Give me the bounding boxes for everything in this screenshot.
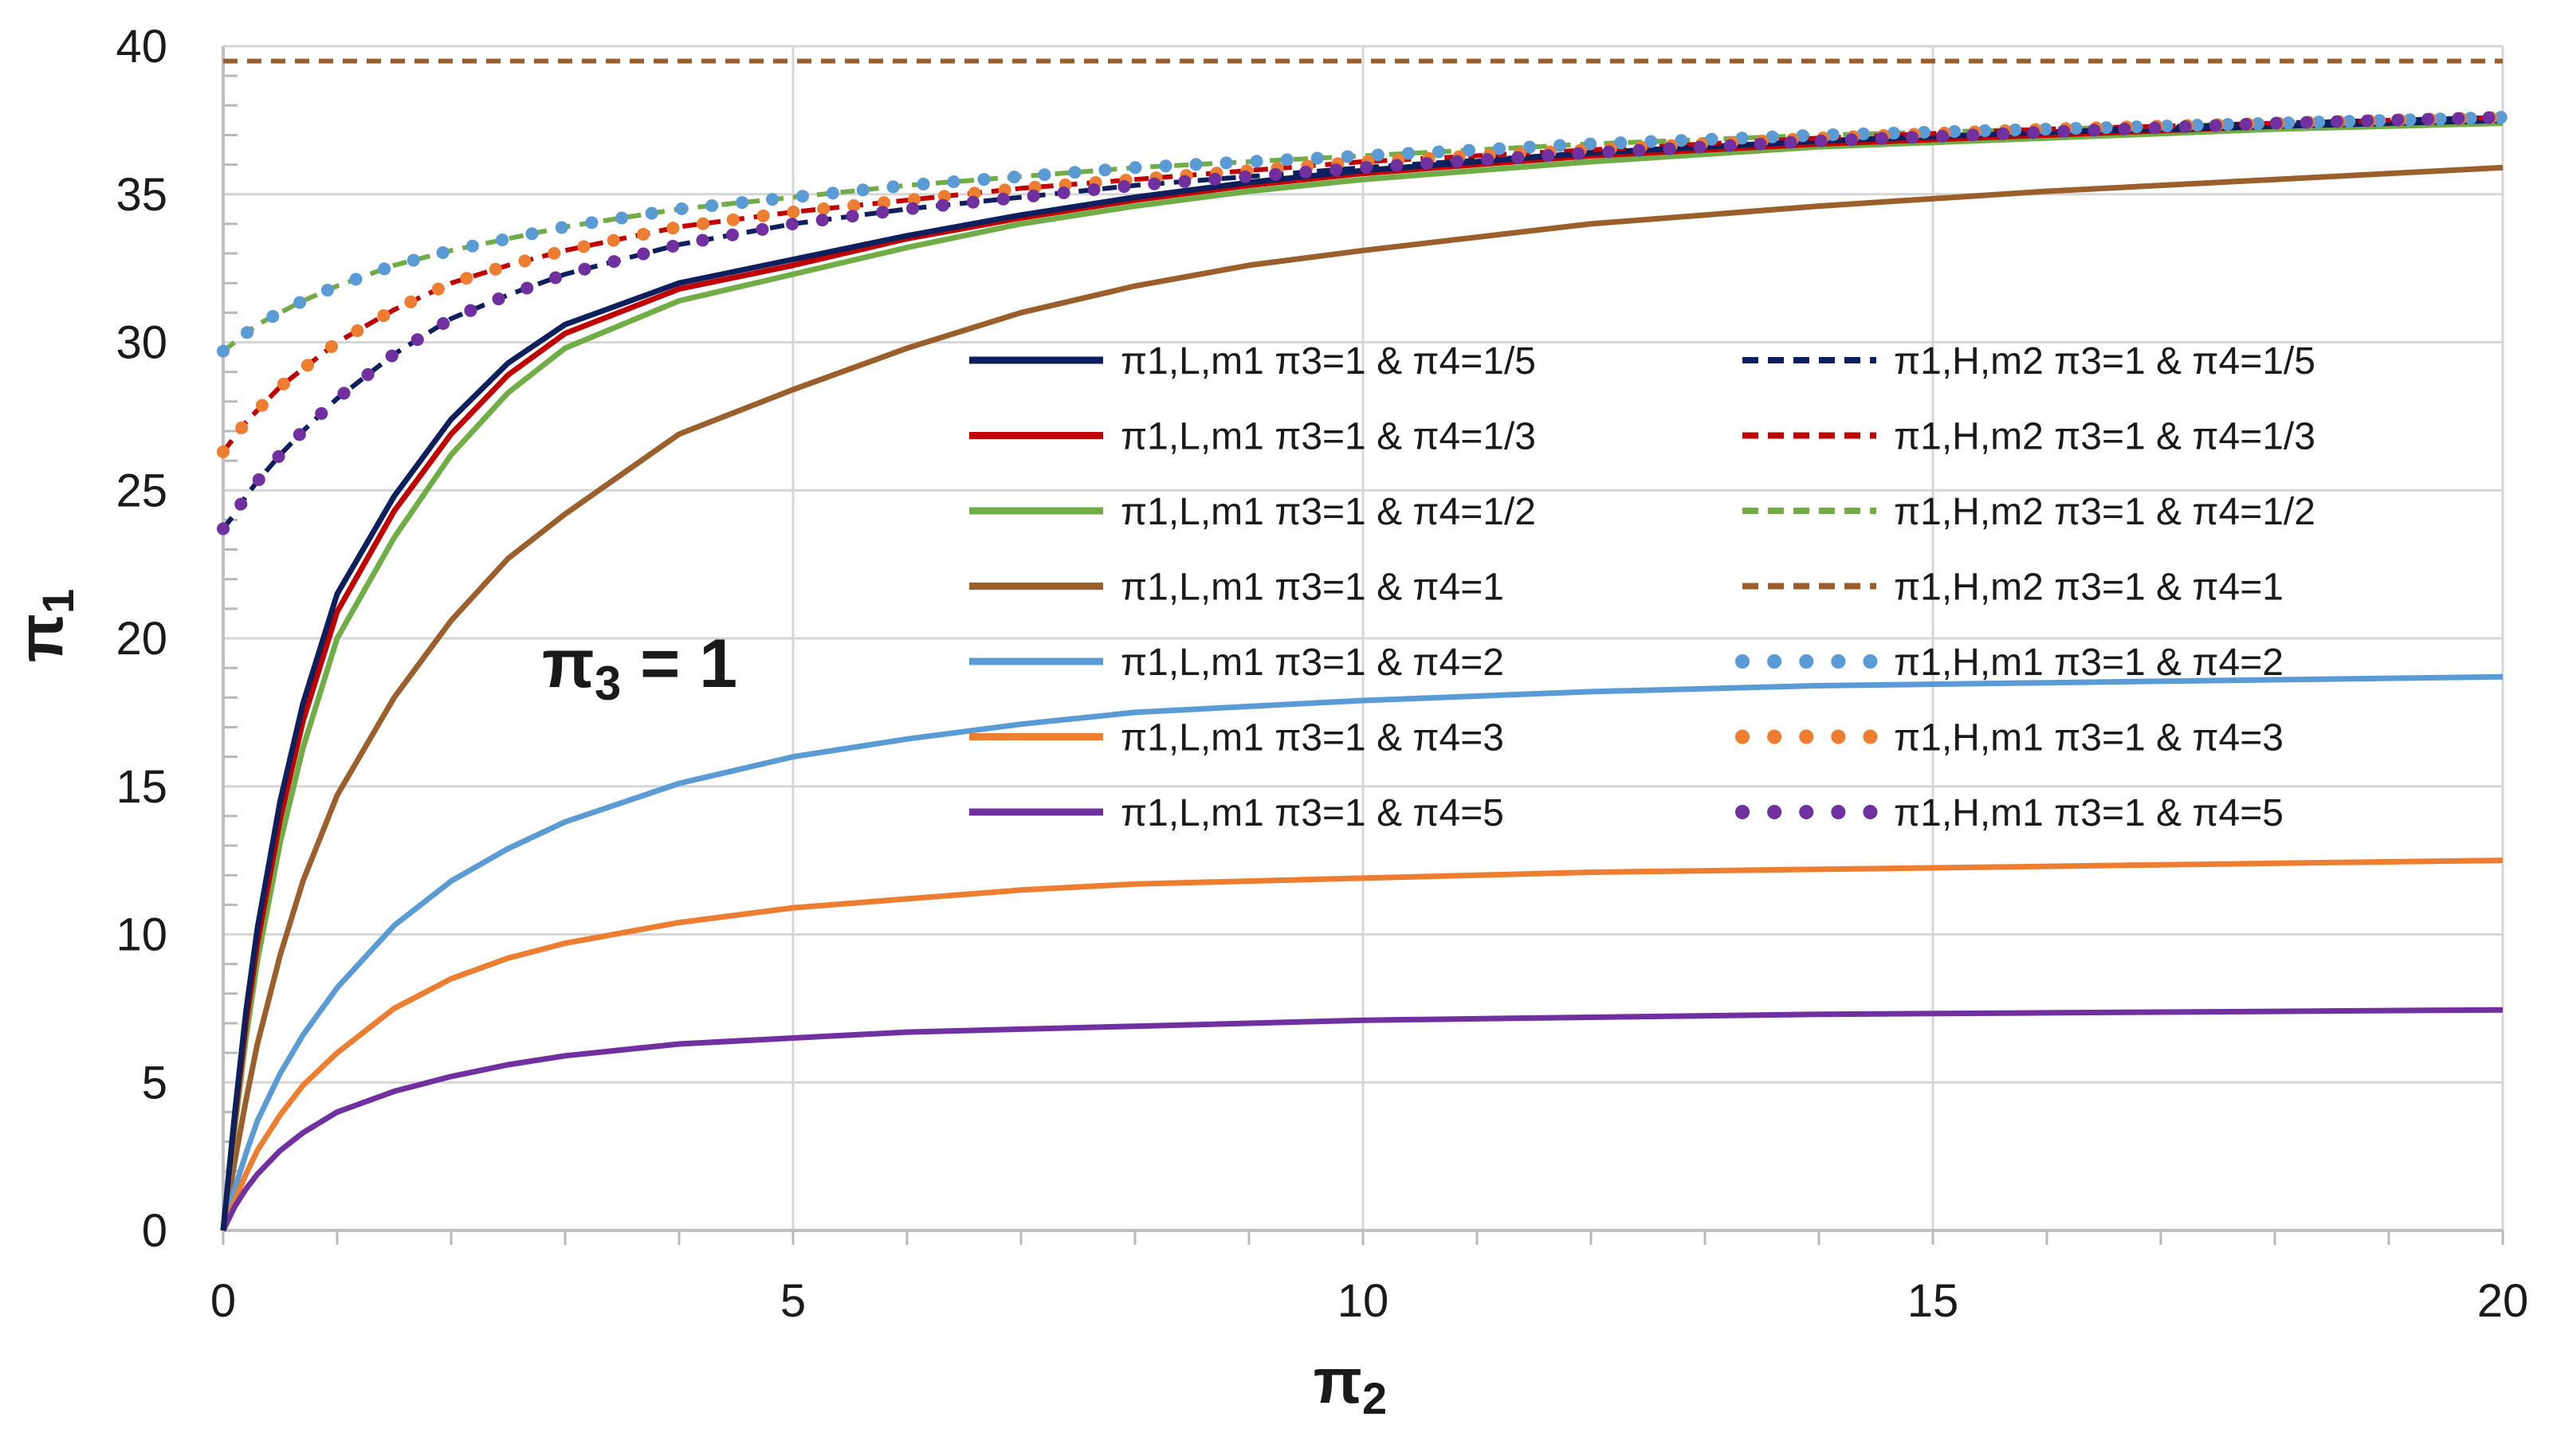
y-axis-title: π1: [5, 589, 83, 662]
annotation-label: π3 = 1: [542, 626, 737, 710]
series-line: [220, 164, 2504, 1231]
legend-label: π1,H,m1 π3=1 & π4=3: [1894, 717, 2284, 759]
legend-label: π1,L,m1 π3=1 & π4=1/5: [1121, 340, 1536, 383]
y-tick-label: 5: [142, 1057, 167, 1109]
series-layer: [217, 58, 2509, 1232]
x-tick-label: 5: [780, 1275, 806, 1327]
x-tick-label: 0: [210, 1275, 236, 1327]
annotation-main: π: [542, 626, 595, 702]
y-tick-label: 0: [142, 1205, 167, 1257]
legend-label: π1,H,m2 π3=1 & π4=1/5: [1894, 340, 2315, 383]
series-line: [220, 673, 2504, 1231]
annotation-sub: 3: [595, 657, 621, 710]
annotation-rest: = 1: [621, 626, 737, 702]
x-tick-label: 15: [1907, 1275, 1959, 1327]
legend-label: π1,H,m2 π3=1 & π4=1: [1894, 567, 2284, 609]
series-line: [220, 1007, 2504, 1232]
legend-label: π1,H,m1 π3=1 & π4=2: [1894, 642, 2284, 684]
x-tick-label: 10: [1337, 1275, 1389, 1327]
tick-labels: 0 5 10 15 20 25 30 35 40 0 5 10 15 20: [116, 21, 2528, 1327]
x-tick-label: 20: [2477, 1275, 2529, 1327]
legend-label: π1,H,m2 π3=1 & π4=1/3: [1894, 416, 2315, 458]
y-tick-label: 40: [116, 21, 167, 73]
legend-label: π1,L,m1 π3=1 & π4=1/3: [1121, 416, 1536, 458]
legend-label: π1,L,m1 π3=1 & π4=1/2: [1121, 491, 1536, 533]
legend-label: π1,H,m1 π3=1 & π4=5: [1894, 792, 2284, 834]
y-tick-label: 25: [116, 465, 167, 516]
legend: π1,L,m1 π3=1 & π4=1/5 π1,L,m1 π3=1 & π4=1…: [969, 340, 2315, 834]
x-axis-title: π2: [1314, 1345, 1387, 1423]
y-tick-label: 15: [116, 761, 167, 813]
y-tick-label: 30: [116, 317, 167, 369]
legend-label: π1,L,m1 π3=1 & π4=3: [1121, 717, 1504, 759]
legend-label: π1,L,m1 π3=1 & π4=1: [1121, 567, 1504, 609]
series-line: [217, 111, 2509, 358]
legend-label: π1,H,m2 π3=1 & π4=1/2: [1894, 491, 2315, 533]
series-line: [217, 111, 2509, 536]
series-line: [220, 120, 2504, 1231]
x-axis-title-main: π: [1314, 1345, 1362, 1416]
x-axis-title-sub: 2: [1362, 1373, 1387, 1423]
series-line: [221, 115, 2504, 531]
y-axis-title-sub: 1: [33, 589, 83, 614]
series-line: [220, 858, 2504, 1232]
y-tick-label: 10: [116, 909, 167, 961]
y-axis-title-main: π: [5, 614, 76, 662]
y-tick-label: 35: [116, 169, 167, 221]
y-tick-label: 20: [116, 613, 167, 665]
legend-label: π1,L,m1 π3=1 & π4=5: [1121, 792, 1504, 834]
legend-label: π1,L,m1 π3=1 & π4=2: [1121, 642, 1504, 684]
